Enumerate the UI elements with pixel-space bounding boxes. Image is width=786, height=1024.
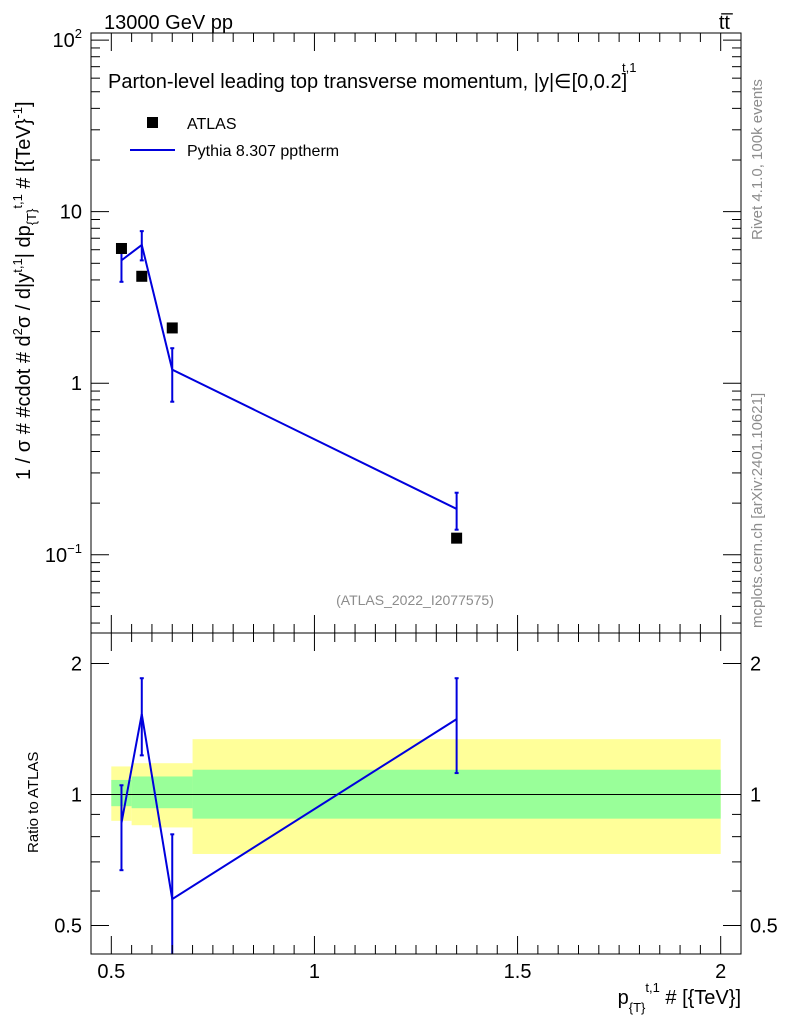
main-ylabel: 1 / σ # #cdot # d2σ / d|yt,1| dp{T}t,1 #… bbox=[10, 101, 39, 480]
main-ytick-label: 1 bbox=[71, 373, 82, 395]
analysis-watermark: (ATLAS_2022_I2077575) bbox=[336, 592, 494, 608]
ratio-bands bbox=[111, 739, 721, 854]
main-title-superscript: t,1 bbox=[622, 60, 636, 75]
main-title-text: Parton-level leading top transverse mome… bbox=[108, 71, 627, 93]
ratio-ylabel: Ratio to ATLAS bbox=[25, 752, 42, 853]
legend-marker-atlas bbox=[147, 117, 158, 128]
ratio-ytick-label-left: 1 bbox=[71, 784, 82, 806]
main-ytick-label: 10 bbox=[60, 202, 82, 224]
header-process: tt̅ bbox=[719, 12, 733, 34]
ratio-pythia-line bbox=[120, 713, 458, 901]
legend-label-pythia: Pythia 8.307 pptherm bbox=[187, 143, 339, 160]
pythia-line bbox=[120, 243, 458, 510]
ratio-xtick-label: 1 bbox=[309, 961, 320, 983]
main-ytick-label: 10−1 bbox=[45, 541, 82, 567]
mcplots-info: mcplots.cern.ch [arXiv:2401.10621] bbox=[749, 393, 766, 628]
ratio-ytick-label-right: 1 bbox=[750, 784, 761, 806]
main-panel: 102 10 1 10−1 Parton-level leading top tran… bbox=[10, 26, 742, 634]
atlas-point bbox=[166, 322, 178, 334]
atlas-point bbox=[451, 532, 463, 544]
legend: ATLAS Pythia 8.307 pptherm bbox=[130, 116, 339, 160]
ratio-marks bbox=[119, 677, 459, 954]
main-ticks: 102 10 1 10−1 bbox=[45, 26, 742, 633]
ratio-xlabel: p{T}t,1 # [{TeV}] bbox=[618, 980, 741, 1015]
main-marks bbox=[115, 230, 463, 544]
ratio-ytick-label-right: 2 bbox=[750, 653, 761, 675]
rivet-info: Rivet 4.1.0, 100k events bbox=[749, 79, 766, 240]
main-title: Parton-level leading top transverse mome… bbox=[108, 71, 627, 93]
ratio-ytick-label-right: 0.5 bbox=[750, 915, 778, 937]
ratio-xtick-label: 0.5 bbox=[97, 961, 125, 983]
ratio-ytick-label-left: 0.5 bbox=[54, 915, 82, 937]
legend-label-atlas: ATLAS bbox=[187, 116, 237, 133]
ratio-ytick-label-left: 2 bbox=[71, 653, 82, 675]
atlas-point bbox=[115, 242, 127, 254]
ratio-ticks: 2 2 1 1 0.5 0.5 0.5 1 1.5 2 bbox=[54, 633, 778, 983]
header-energy: 13000 GeV pp bbox=[104, 12, 233, 34]
ratio-xtick-label: 1.5 bbox=[504, 961, 532, 983]
atlas-point bbox=[136, 270, 148, 282]
ratio-band-stat bbox=[151, 776, 193, 809]
ratio-panel: 2 2 1 1 0.5 0.5 0.5 1 1.5 2 Ratio to ATLAS p{T}t,… bbox=[25, 632, 778, 1015]
ratio-band-stat bbox=[131, 776, 152, 809]
main-ytick-label: 102 bbox=[53, 26, 82, 52]
ratio-xtick-label: 2 bbox=[715, 961, 726, 983]
